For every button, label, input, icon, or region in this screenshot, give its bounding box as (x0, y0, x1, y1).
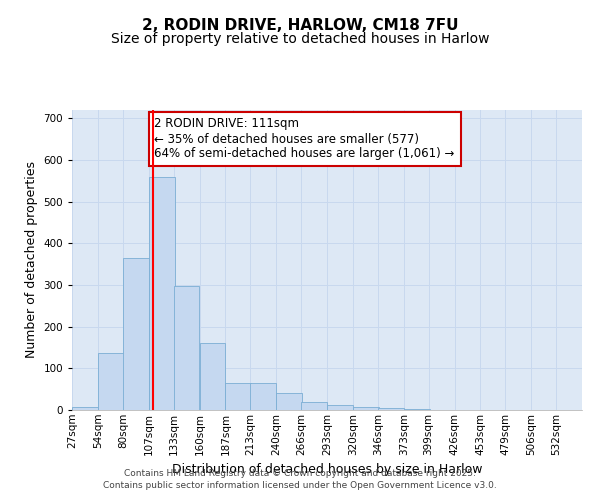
Text: 2, RODIN DRIVE, HARLOW, CM18 7FU: 2, RODIN DRIVE, HARLOW, CM18 7FU (142, 18, 458, 32)
Bar (378, 408, 404, 410)
Bar (199, 342, 226, 410)
Text: Contains HM Land Registry data © Crown copyright and database right 2025.: Contains HM Land Registry data © Crown c… (124, 468, 476, 477)
Bar (301, 402, 327, 410)
X-axis label: Distribution of detached houses by size in Harlow: Distribution of detached houses by size … (172, 463, 482, 476)
Bar (250, 383, 276, 410)
Bar (226, 383, 251, 410)
Bar (327, 404, 353, 410)
Bar (123, 258, 149, 410)
Bar (173, 286, 199, 410)
Text: Size of property relative to detached houses in Harlow: Size of property relative to detached ho… (111, 32, 489, 46)
Bar (404, 409, 430, 410)
Bar (276, 394, 302, 410)
Bar (149, 176, 175, 410)
Bar (72, 406, 98, 410)
Text: 2 RODIN DRIVE: 111sqm
← 35% of detached houses are smaller (577)
64% of semi-det: 2 RODIN DRIVE: 111sqm ← 35% of detached … (154, 118, 455, 160)
Y-axis label: Number of detached properties: Number of detached properties (25, 162, 38, 358)
Bar (353, 406, 379, 410)
Bar (98, 353, 124, 410)
Text: Contains public sector information licensed under the Open Government Licence v3: Contains public sector information licen… (103, 481, 497, 490)
